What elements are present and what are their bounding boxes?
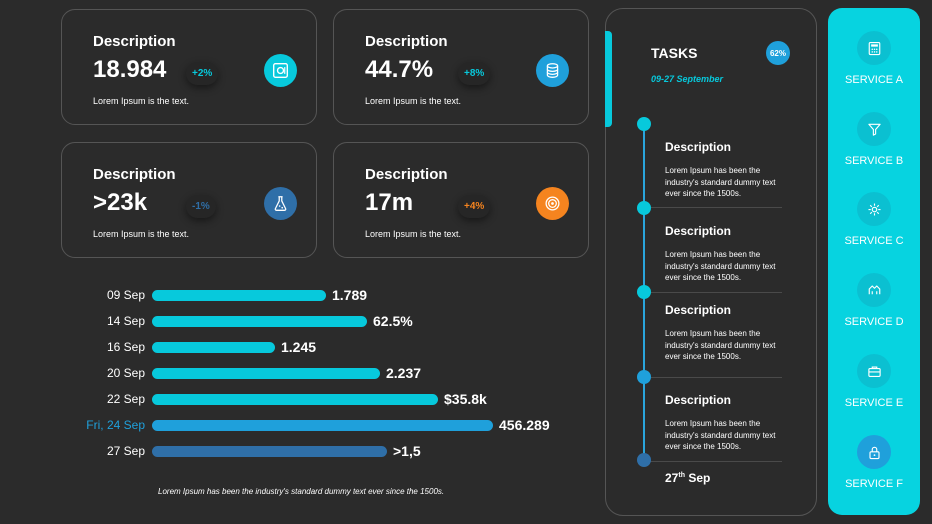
task-text: Lorem Ipsum has been the industry's stan… xyxy=(665,329,776,361)
bar-value-label: >1,5 xyxy=(393,443,421,459)
card-badge: +8% xyxy=(458,62,491,85)
bar-row: 27 Sep >1,5 xyxy=(0,441,590,461)
task-title: Description xyxy=(665,393,732,407)
kpi-card-4: Description 17m +4% Lorem Ipsum is the t… xyxy=(333,142,589,258)
task-divider xyxy=(644,292,782,293)
service-label: SERVICE A xyxy=(845,74,903,86)
task-title: Description xyxy=(665,303,732,317)
task-divider xyxy=(644,377,782,378)
bar xyxy=(152,316,367,327)
task-title: Description xyxy=(665,224,732,238)
timeline-dot xyxy=(637,201,651,215)
service-c-button[interactable]: SERVICE C xyxy=(828,192,920,272)
end-suffix: th xyxy=(678,472,685,479)
bar xyxy=(152,342,275,353)
card-title: Description xyxy=(365,166,448,183)
bar-category-label: 27 Sep xyxy=(106,444,145,458)
service-label: SERVICE E xyxy=(844,397,904,409)
gear-icon xyxy=(857,192,891,226)
service-a-button[interactable]: SERVICE A xyxy=(828,31,920,111)
bar-category-label: 09 Sep xyxy=(106,288,145,302)
task-text: Lorem Ipsum has been the industry's stan… xyxy=(665,419,776,451)
bar xyxy=(152,290,326,301)
services-panel: SERVICE A SERVICE B SERVICE C SERVICE D … xyxy=(828,8,920,515)
safe-icon xyxy=(264,54,297,87)
bar-row: 09 Sep 1.789 xyxy=(0,285,590,305)
flask-icon xyxy=(264,187,297,220)
card-title: Description xyxy=(365,33,448,50)
card-value: 44.7% xyxy=(365,56,434,83)
end-month: Sep xyxy=(688,471,711,485)
bar-value-label: $35.8k xyxy=(444,391,487,407)
bar-row: 16 Sep 1.245 xyxy=(0,337,590,357)
card-value: 18.984 xyxy=(93,56,167,83)
task-text: Lorem Ipsum has been the industry's stan… xyxy=(665,166,776,198)
card-title: Description xyxy=(93,166,176,183)
target-icon xyxy=(536,187,569,220)
bar xyxy=(152,446,387,457)
card-value: 17m xyxy=(365,189,414,216)
service-label: SERVICE C xyxy=(844,235,904,247)
tasks-accent-bar xyxy=(605,31,612,127)
tasks-panel: TASKS 62% 09-27 September Description Lo… xyxy=(605,8,817,516)
timeline-dot xyxy=(637,117,651,131)
briefcase-icon xyxy=(857,354,891,388)
card-subtext: Lorem Ipsum is the text. xyxy=(365,229,462,239)
hands-icon xyxy=(857,273,891,307)
card-subtext: Lorem Ipsum is the text. xyxy=(365,96,462,106)
bar-category-label: 14 Sep xyxy=(106,314,145,328)
bar-value-label: 1.789 xyxy=(332,287,368,303)
card-badge: +4% xyxy=(458,195,491,218)
bar-category-label: 20 Sep xyxy=(106,366,145,380)
bar-row: Fri, 24 Sep 456.289 xyxy=(0,415,590,435)
bar xyxy=(152,420,493,431)
service-f-button[interactable]: SERVICE F xyxy=(828,435,920,515)
bar-value-label: 1.245 xyxy=(281,339,317,355)
tasks-end-date: 27th Sep xyxy=(665,471,710,485)
service-label: SERVICE F xyxy=(845,478,903,490)
bar xyxy=(152,368,380,379)
service-e-button[interactable]: SERVICE E xyxy=(828,354,920,434)
bar-category-label: 22 Sep xyxy=(106,392,145,406)
task-divider xyxy=(644,461,782,462)
kpi-card-1: Description 18.984 +2% Lorem Ipsum is th… xyxy=(61,9,317,125)
calculator-icon xyxy=(857,31,891,65)
bar-value-label: 456.289 xyxy=(499,417,550,433)
task-divider xyxy=(644,207,782,208)
bar-row: 14 Sep 62.5% xyxy=(0,311,590,331)
timeline-dot xyxy=(637,453,651,467)
card-value: >23k xyxy=(93,189,148,216)
service-b-button[interactable]: SERVICE B xyxy=(828,112,920,192)
timeline-dot xyxy=(637,285,651,299)
kpi-card-2: Description 44.7% +8% Lorem Ipsum is the… xyxy=(333,9,589,125)
bar-category-label: Fri, 24 Sep xyxy=(86,418,145,432)
database-icon xyxy=(536,54,569,87)
card-title: Description xyxy=(93,33,176,50)
bar-value-label: 2.237 xyxy=(386,365,422,381)
bar-value-label: 62.5% xyxy=(373,313,413,329)
lock-icon xyxy=(857,435,891,469)
funnel-icon xyxy=(857,112,891,146)
bar-category-label: 16 Sep xyxy=(106,340,145,354)
bar-row: 20 Sep 2.237 xyxy=(0,363,590,383)
timeline-dot xyxy=(637,370,651,384)
card-badge: -1% xyxy=(186,195,216,218)
chart-footnote: Lorem Ipsum has been the industry's stan… xyxy=(158,487,445,496)
card-subtext: Lorem Ipsum is the text. xyxy=(93,96,190,106)
bar xyxy=(152,394,438,405)
tasks-date-range: 09-27 September xyxy=(651,74,724,84)
kpi-card-3: Description >23k -1% Lorem Ipsum is the … xyxy=(61,142,317,258)
task-text: Lorem Ipsum has been the industry's stan… xyxy=(665,250,776,282)
card-subtext: Lorem Ipsum is the text. xyxy=(93,229,190,239)
bar-row: 22 Sep $35.8k xyxy=(0,389,590,409)
service-label: SERVICE D xyxy=(844,316,904,328)
tasks-percent-badge: 62% xyxy=(766,41,790,65)
task-title: Description xyxy=(665,140,732,154)
card-badge: +2% xyxy=(186,62,219,85)
service-label: SERVICE B xyxy=(844,155,904,167)
tasks-title: TASKS xyxy=(651,45,698,61)
service-d-button[interactable]: SERVICE D xyxy=(828,273,920,353)
end-day: 27 xyxy=(665,471,679,485)
